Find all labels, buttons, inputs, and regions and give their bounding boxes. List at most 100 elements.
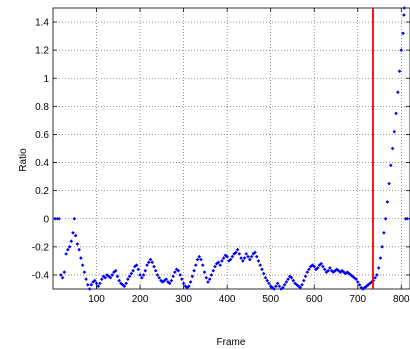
- data-point: [59, 273, 63, 277]
- data-point: [71, 231, 75, 235]
- data-point: [64, 252, 68, 256]
- data-point: [359, 285, 364, 290]
- data-point: [256, 259, 261, 263]
- x-tick-label: 700: [349, 294, 366, 305]
- data-point: [153, 268, 158, 273]
- data-point: [338, 270, 343, 274]
- data-point: [94, 281, 99, 286]
- data-point: [188, 280, 193, 284]
- x-axis-label: Frame: [217, 337, 246, 348]
- data-point: [194, 263, 198, 267]
- data-point: [378, 256, 383, 260]
- data-point: [91, 280, 95, 284]
- data-point: [355, 280, 360, 284]
- data-point: [335, 267, 339, 272]
- data-point: [84, 277, 88, 281]
- y-tick-label: 0.6: [35, 130, 49, 141]
- data-point: [60, 275, 65, 280]
- data-point: [333, 268, 337, 273]
- data-point: [150, 260, 155, 265]
- data-point: [265, 278, 269, 283]
- data-point: [162, 278, 167, 283]
- data-point: [72, 216, 77, 221]
- data-point: [174, 267, 179, 272]
- data-point: [402, 13, 406, 17]
- data-point: [99, 277, 104, 281]
- data-point: [387, 181, 391, 186]
- data-point: [260, 267, 264, 272]
- data-point: [92, 278, 97, 283]
- data-point: [225, 254, 229, 259]
- data-point: [66, 247, 70, 252]
- data-point: [152, 264, 156, 269]
- data-point: [376, 266, 381, 270]
- data-point: [328, 266, 332, 270]
- data-point: [127, 274, 132, 279]
- data-point: [220, 259, 224, 263]
- data-point: [326, 268, 330, 273]
- y-tick-label: 1.2: [35, 46, 49, 57]
- data-point: [272, 287, 276, 291]
- data-point: [382, 231, 386, 235]
- data-point: [214, 261, 219, 266]
- data-point: [86, 282, 90, 287]
- data-point: [134, 263, 139, 267]
- data-point: [275, 281, 280, 286]
- data-point: [246, 254, 250, 259]
- y-tick-label: -0.2: [32, 242, 50, 253]
- data-point: [244, 252, 249, 256]
- data-point: [258, 263, 263, 267]
- data-point: [228, 257, 233, 262]
- data-point: [295, 282, 299, 287]
- data-point: [200, 263, 205, 267]
- data-points: [53, 6, 410, 291]
- data-point: [301, 278, 306, 283]
- data-point: [155, 273, 160, 277]
- data-point: [345, 270, 350, 274]
- data-point: [112, 270, 116, 274]
- y-tick-label: 0.4: [35, 158, 49, 169]
- data-point: [178, 273, 182, 277]
- y-tick-label: -0.4: [32, 270, 50, 281]
- ticks: 100 200 300 400 500 600 700 800 -0.4 -0.2 0 0.2 0.4 0…: [32, 8, 410, 305]
- data-point: [405, 216, 410, 221]
- data-point: [242, 256, 247, 260]
- data-point: [160, 280, 165, 284]
- data-point: [124, 281, 128, 286]
- data-point: [380, 245, 384, 249]
- data-point: [247, 257, 252, 262]
- data-point: [126, 277, 130, 281]
- data-point: [352, 275, 357, 280]
- data-point: [241, 259, 245, 263]
- data-point: [108, 275, 113, 280]
- data-point: [263, 275, 268, 280]
- data-point: [221, 256, 226, 260]
- data-point: [284, 280, 289, 284]
- y-tick-label: 1: [43, 74, 49, 85]
- data-point: [140, 275, 144, 280]
- data-point: [171, 274, 175, 279]
- data-point: [216, 260, 221, 265]
- data-point: [197, 254, 202, 259]
- data-point: [402, 6, 407, 10]
- y-axis-label: Ratio: [18, 148, 29, 172]
- data-point: [397, 69, 402, 74]
- data-point: [277, 284, 282, 288]
- data-point: [145, 263, 149, 267]
- data-point: [401, 31, 405, 36]
- data-point: [218, 263, 222, 267]
- data-point: [390, 146, 395, 151]
- data-point: [117, 278, 121, 283]
- data-point: [394, 111, 398, 116]
- data-point: [169, 278, 174, 283]
- plot-area: [52, 7, 410, 290]
- data-point: [307, 267, 311, 272]
- data-point: [383, 216, 388, 221]
- data-point: [354, 277, 358, 281]
- data-point: [336, 268, 341, 273]
- data-point: [213, 264, 217, 269]
- data-point: [98, 281, 102, 286]
- data-point: [146, 260, 151, 265]
- data-point: [62, 270, 67, 274]
